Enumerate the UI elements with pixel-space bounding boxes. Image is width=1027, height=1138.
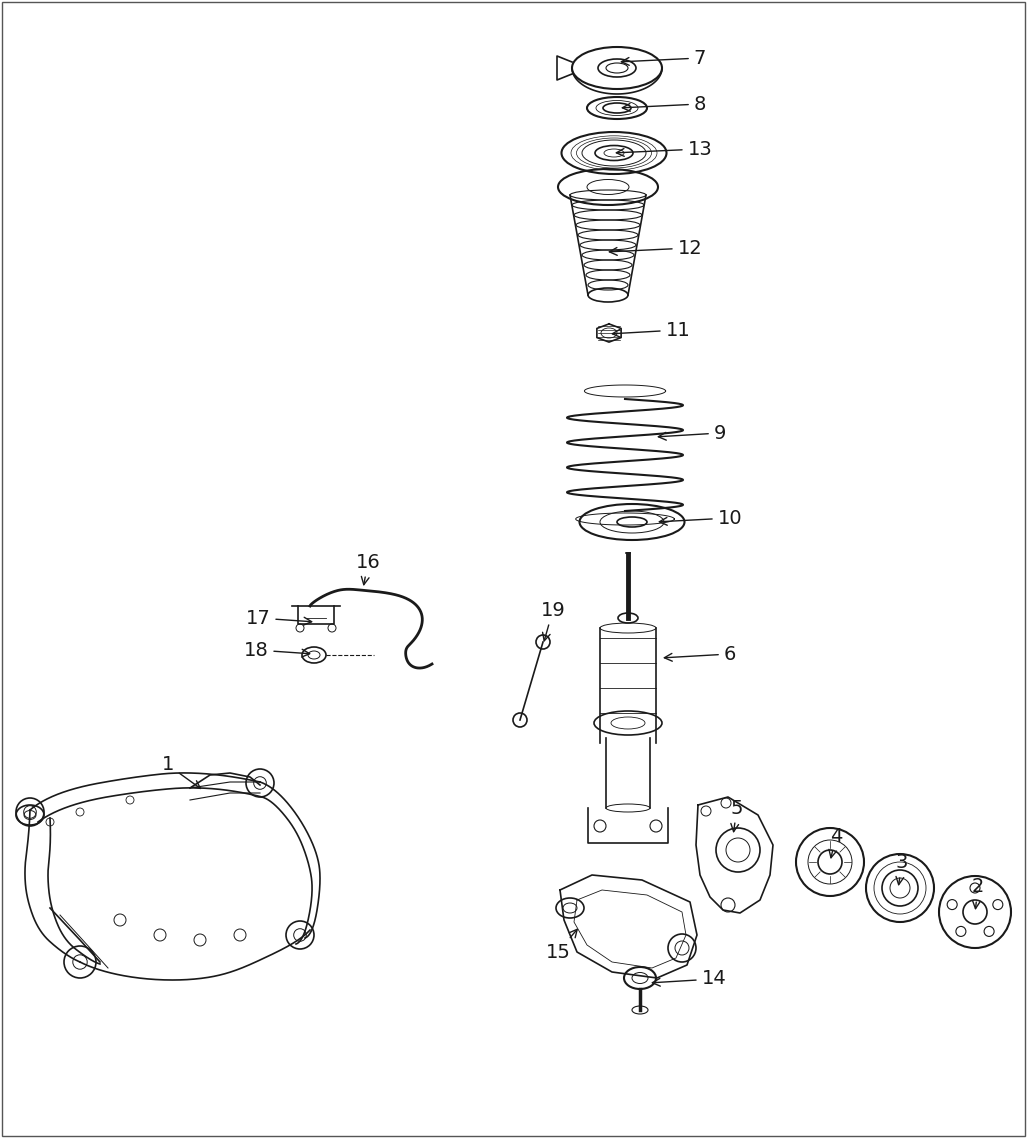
Text: 6: 6 xyxy=(664,644,736,663)
Text: 11: 11 xyxy=(612,321,690,339)
Text: 2: 2 xyxy=(972,877,984,909)
Text: 14: 14 xyxy=(652,970,726,989)
Text: 8: 8 xyxy=(622,94,707,114)
Text: 16: 16 xyxy=(355,553,380,585)
Text: 18: 18 xyxy=(243,641,310,660)
Text: 12: 12 xyxy=(609,239,702,257)
Text: 10: 10 xyxy=(659,509,743,528)
Text: 7: 7 xyxy=(621,49,707,67)
Text: 5: 5 xyxy=(731,799,744,832)
Text: 4: 4 xyxy=(829,826,842,858)
Text: 13: 13 xyxy=(616,140,713,158)
Text: 19: 19 xyxy=(540,601,566,641)
Text: 17: 17 xyxy=(245,609,311,627)
Text: 9: 9 xyxy=(658,423,726,443)
Text: 15: 15 xyxy=(545,930,577,962)
Text: 3: 3 xyxy=(896,854,908,884)
Text: 1: 1 xyxy=(162,756,200,789)
